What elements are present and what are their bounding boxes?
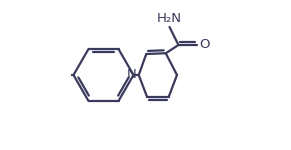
Text: N: N <box>126 69 136 81</box>
Text: O: O <box>199 39 210 51</box>
Text: H₂N: H₂N <box>156 12 181 25</box>
